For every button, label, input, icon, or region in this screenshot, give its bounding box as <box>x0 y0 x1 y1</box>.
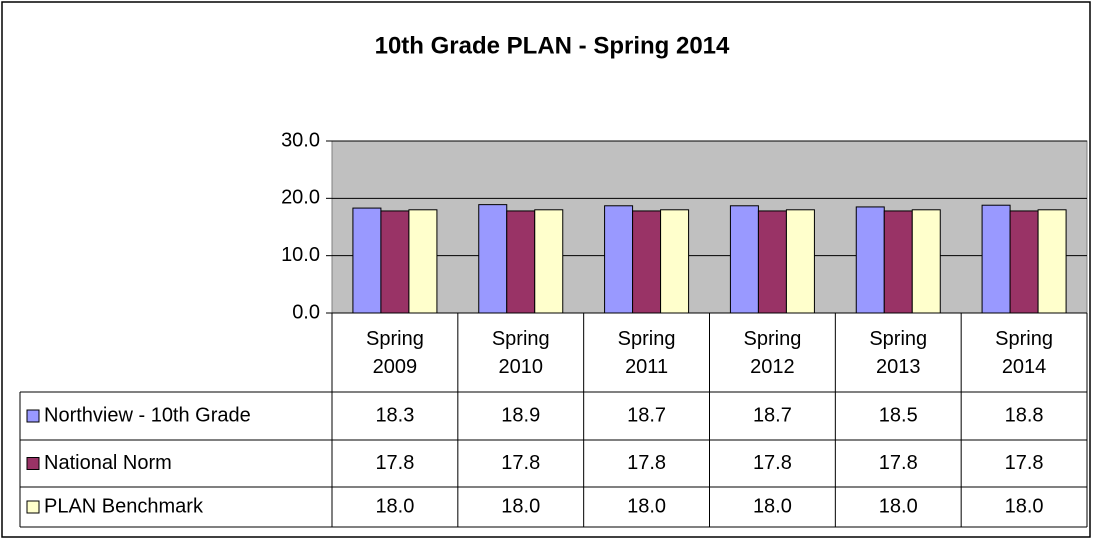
table-value: 18.3 <box>375 404 414 426</box>
table-value: 18.7 <box>753 404 792 426</box>
table-value: 18.0 <box>1005 495 1044 517</box>
legend-label: PLAN Benchmark <box>44 495 204 517</box>
table-value: 17.8 <box>627 452 666 474</box>
y-tick-label: 10.0 <box>281 244 320 266</box>
x-tick-label: Spring 2013 <box>869 327 928 378</box>
legend-label: National Norm <box>44 452 172 474</box>
table-value: 18.7 <box>627 404 666 426</box>
legend-swatch <box>26 500 40 514</box>
bar <box>855 206 885 314</box>
table-value: 18.0 <box>753 495 792 517</box>
y-tick-label: 0.0 <box>292 301 320 323</box>
y-tick-label: 30.0 <box>281 129 320 151</box>
bar <box>506 210 536 314</box>
table-value: 17.8 <box>501 452 540 474</box>
bar <box>352 207 382 314</box>
table-value: 18.0 <box>375 495 414 517</box>
x-tick-label: Spring 2011 <box>617 327 676 378</box>
bar <box>534 209 564 314</box>
bar <box>785 209 815 314</box>
bar <box>478 204 508 314</box>
table-value: 18.5 <box>879 404 918 426</box>
bar <box>1009 210 1039 314</box>
x-tick-label: Spring 2014 <box>995 327 1053 378</box>
table-value: 17.8 <box>753 452 792 474</box>
table-value: 17.8 <box>1005 452 1044 474</box>
legend-swatch <box>26 409 40 423</box>
chart-title: 10th Grade PLAN - Spring 2014 <box>375 32 730 59</box>
bar <box>757 210 787 314</box>
bar <box>1037 209 1067 314</box>
bar <box>604 205 634 314</box>
bar <box>911 209 941 314</box>
plot-area <box>331 140 1088 314</box>
x-tick-label: Spring 2009 <box>366 327 424 378</box>
bar <box>883 210 913 314</box>
bar <box>632 210 662 314</box>
legend-label: Northview - 10th Grade <box>44 404 251 426</box>
x-tick-label: Spring 2012 <box>743 327 802 378</box>
bar <box>981 204 1011 314</box>
legend-swatch <box>26 457 40 470</box>
bar <box>729 205 759 314</box>
x-tick-label: Spring 2010 <box>491 327 550 378</box>
table-value: 18.0 <box>879 495 918 517</box>
bar <box>408 209 438 314</box>
table-value: 18.0 <box>627 495 666 517</box>
bar <box>660 209 690 314</box>
y-tick-label: 20.0 <box>281 187 320 209</box>
bar <box>380 210 410 314</box>
table-value: 17.8 <box>879 452 918 474</box>
table-value: 18.9 <box>501 404 540 426</box>
table-value: 17.8 <box>375 452 414 474</box>
table-value: 18.8 <box>1005 404 1044 426</box>
table-value: 18.0 <box>501 495 540 517</box>
